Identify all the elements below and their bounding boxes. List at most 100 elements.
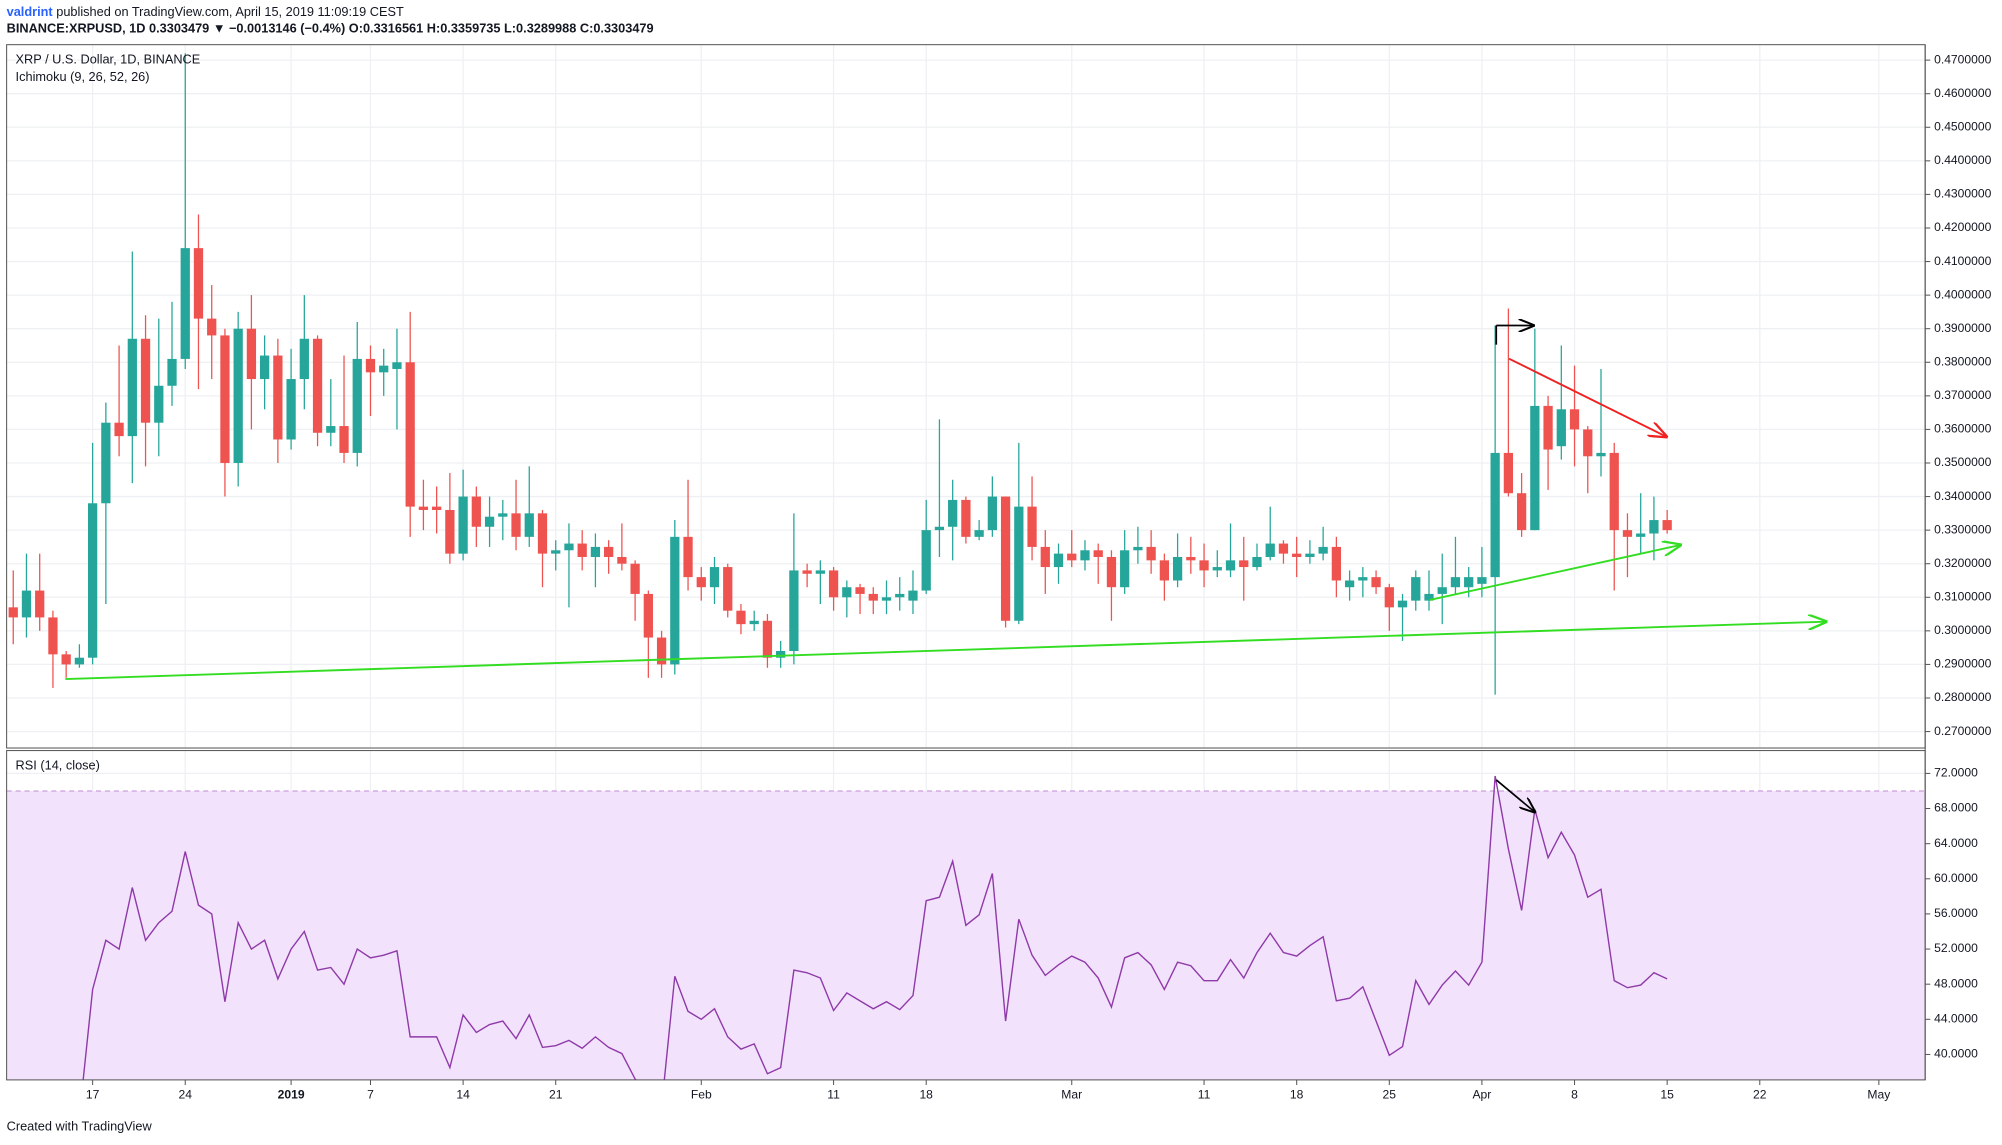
- candle-body: [207, 318, 217, 336]
- candle-body: [286, 379, 296, 440]
- indicator-label: Ichimoku (9, 26, 52, 26): [16, 69, 150, 84]
- candle-body: [445, 509, 455, 554]
- x-tick-label: 25: [1383, 1087, 1397, 1101]
- candle-body: [1305, 553, 1315, 557]
- rsi-arrow: [1495, 779, 1534, 812]
- candle-body: [1212, 567, 1222, 571]
- candle-body: [1649, 520, 1659, 534]
- y-tick-label: 0.4000000: [1934, 287, 1992, 301]
- candle-body: [604, 546, 614, 557]
- candle-body: [1000, 496, 1011, 621]
- candle-body: [1596, 452, 1606, 457]
- x-tick-label: 14: [456, 1087, 470, 1101]
- candle-body: [498, 513, 508, 517]
- candle-body: [1569, 409, 1580, 430]
- y-tick-label: 60.0000: [1934, 871, 1978, 885]
- candle-body: [564, 543, 574, 551]
- candle-body: [842, 587, 852, 598]
- candle-body: [1662, 520, 1672, 531]
- x-tick-label: 11: [1198, 1087, 1211, 1101]
- y-tick-label: 0.4200000: [1934, 220, 1992, 234]
- y-tick-label: 40.0000: [1934, 1047, 1978, 1061]
- candle-body: [193, 248, 204, 319]
- candle-body: [908, 590, 918, 601]
- candle-body: [312, 338, 323, 433]
- y-tick-label: 0.3000000: [1934, 623, 1992, 637]
- candle-body: [828, 570, 839, 598]
- candle-body: [776, 650, 786, 658]
- candle-body: [1358, 577, 1368, 581]
- candle-body: [1093, 550, 1103, 557]
- candle-body: [696, 577, 706, 588]
- plot-layer: 0.2700000 0.2800000 0.2900000 0.3000000 0.31…: [6, 44, 1992, 1101]
- candle-body: [1106, 556, 1117, 588]
- y-tick-label: 0.4500000: [1934, 119, 1992, 133]
- candle-body: [524, 513, 534, 537]
- author[interactable]: valdrint: [7, 4, 54, 19]
- candle-body: [921, 530, 931, 591]
- rsi-title: RSI (14, close): [16, 757, 100, 772]
- candle-body: [1530, 405, 1540, 531]
- candle-body: [458, 496, 468, 554]
- candle-body: [1397, 600, 1408, 608]
- candle-body: [180, 248, 190, 359]
- candle-body: [140, 338, 151, 423]
- y-tick-label: 0.3500000: [1934, 455, 1992, 469]
- candle-body: [1172, 556, 1183, 581]
- candle-body: [21, 590, 32, 618]
- x-tick-label: 2019: [278, 1087, 305, 1101]
- candle-body: [762, 620, 773, 658]
- y-tick-label: 44.0000: [1934, 1012, 1978, 1026]
- candle-body: [127, 338, 137, 437]
- rsi-clip: [6, 775, 1926, 1080]
- candle-body: [1318, 546, 1328, 554]
- candle-body: [630, 563, 640, 594]
- y-tick-label: 0.3900000: [1934, 321, 1992, 335]
- candle-body: [260, 355, 270, 380]
- x-tick-label: 7: [367, 1087, 374, 1101]
- candle-body: [1583, 429, 1593, 457]
- y-tick-label: 68.0000: [1934, 801, 1978, 815]
- candle-body: [961, 499, 971, 537]
- y-tick-label: 0.2700000: [1934, 724, 1992, 738]
- candle-body: [74, 657, 85, 665]
- candle-body: [1503, 452, 1514, 494]
- y-tick-label: 0.4300000: [1934, 187, 1992, 201]
- candle-body: [934, 526, 945, 531]
- candle-body: [1146, 546, 1156, 561]
- y-tick-label: 72.0000: [1934, 766, 1978, 780]
- candle-body: [379, 365, 389, 373]
- candle-body: [1292, 553, 1302, 557]
- candle-body: [1239, 560, 1249, 568]
- candle-body: [484, 516, 495, 527]
- rising-line: [1429, 545, 1680, 601]
- candle-body: [1490, 452, 1500, 578]
- candle-body: [1199, 560, 1209, 571]
- y-tick-label: 0.4400000: [1934, 153, 1992, 167]
- candle-body: [656, 637, 667, 665]
- x-tick-label: May: [1867, 1087, 1891, 1101]
- candle-body: [1556, 409, 1566, 447]
- candle-body: [1331, 546, 1342, 581]
- candle-body: [61, 654, 71, 665]
- candle-body: [1516, 493, 1527, 531]
- candle-body: [1411, 577, 1421, 601]
- symbol-line: BINANCE:XRPUSD, 1D 0.3303479 ▼ −0.001314…: [7, 21, 654, 36]
- y-tick-label: 0.4700000: [1934, 52, 1992, 66]
- candle-body: [365, 358, 376, 373]
- candle-body: [299, 338, 309, 380]
- candle-body: [948, 499, 958, 527]
- candle-body: [87, 503, 98, 658]
- candle-body: [101, 422, 111, 504]
- candle-body: [1120, 550, 1130, 588]
- x-tick-label: 15: [1660, 1087, 1674, 1101]
- candle-body: [1133, 546, 1143, 551]
- candle-body: [233, 328, 243, 463]
- candle-body: [1040, 546, 1050, 568]
- price-title: XRP / U.S. Dollar, 1D, BINANCE: [16, 51, 201, 66]
- x-tick-label: 24: [179, 1087, 193, 1101]
- candle-body: [789, 570, 799, 651]
- candle-body: [8, 607, 18, 618]
- y-tick-label: 0.3800000: [1934, 354, 1992, 368]
